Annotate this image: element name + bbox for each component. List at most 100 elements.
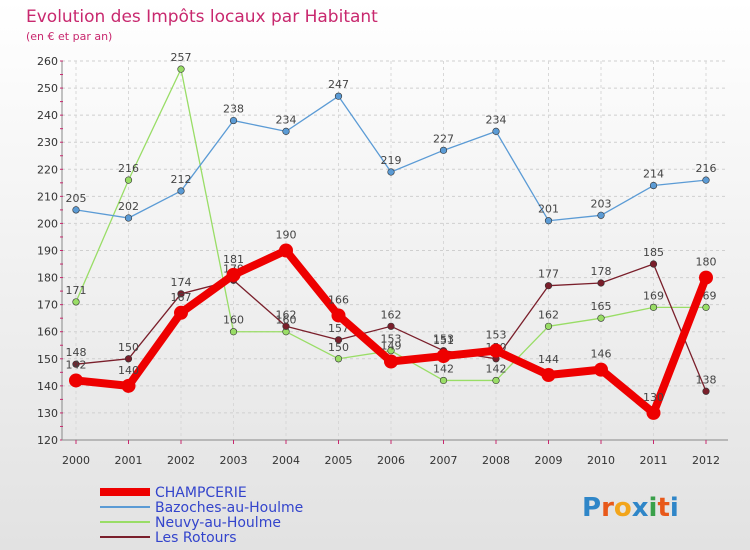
data-point bbox=[544, 322, 553, 330]
data-point bbox=[489, 343, 503, 358]
y-tick-label: 260 bbox=[37, 55, 58, 68]
data-label: 153 bbox=[433, 333, 454, 346]
legend-label: Les Rotours bbox=[155, 530, 237, 546]
data-point bbox=[702, 176, 710, 184]
y-tick-label: 240 bbox=[37, 109, 58, 122]
data-point bbox=[124, 214, 133, 222]
data-label: 216 bbox=[118, 162, 139, 175]
data-label: 190 bbox=[276, 229, 297, 242]
data-label: 202 bbox=[118, 200, 139, 213]
x-tick-label: 2009 bbox=[535, 454, 563, 467]
data-label: 214 bbox=[643, 168, 664, 181]
x-tick-label: 2003 bbox=[220, 454, 248, 467]
data-label: 234 bbox=[486, 113, 507, 126]
data-point bbox=[72, 298, 80, 306]
data-point bbox=[436, 349, 451, 364]
data-point bbox=[331, 308, 346, 323]
data-label: 201 bbox=[538, 203, 559, 216]
data-point bbox=[177, 187, 185, 195]
data-point bbox=[544, 282, 553, 290]
data-label: 181 bbox=[223, 253, 244, 266]
data-label: 151 bbox=[433, 334, 454, 347]
data-label: 142 bbox=[486, 362, 507, 375]
logo-letter: i bbox=[649, 493, 658, 523]
x-tick-label: 2008 bbox=[482, 454, 510, 467]
data-label: 160 bbox=[276, 314, 297, 327]
data-label: 205 bbox=[66, 192, 87, 205]
data-label: 160 bbox=[223, 314, 244, 327]
plot-area: 120 130 140 150 160 170 180 190 200 210 220 230 240 2… bbox=[37, 51, 728, 467]
data-point bbox=[177, 65, 185, 73]
data-point bbox=[702, 387, 710, 395]
y-tick-label: 140 bbox=[37, 380, 58, 393]
data-label: 238 bbox=[223, 103, 244, 116]
data-label: 146 bbox=[591, 348, 612, 361]
data-label: 142 bbox=[66, 358, 87, 371]
data-label: 150 bbox=[118, 341, 139, 354]
data-point bbox=[597, 211, 605, 219]
y-tick-label: 210 bbox=[37, 190, 58, 203]
y-tick-label: 160 bbox=[37, 326, 58, 339]
data-label: 247 bbox=[328, 78, 349, 91]
data-label: 138 bbox=[696, 373, 717, 386]
data-point bbox=[699, 270, 713, 285]
data-point bbox=[177, 290, 185, 298]
data-point bbox=[649, 181, 658, 190]
data-label: 177 bbox=[538, 268, 559, 281]
x-tick-label: 2002 bbox=[167, 454, 195, 467]
y-tick-label: 230 bbox=[37, 136, 58, 149]
data-point bbox=[387, 322, 395, 330]
data-point bbox=[646, 405, 661, 420]
data-label: 153 bbox=[381, 333, 402, 346]
data-point bbox=[387, 347, 395, 355]
data-label: 148 bbox=[66, 346, 87, 359]
chart-subtitle: (en € et par an) bbox=[26, 30, 112, 43]
data-label: 169 bbox=[643, 289, 664, 302]
data-label: 171 bbox=[66, 284, 87, 297]
data-point bbox=[174, 305, 188, 320]
y-tick-label: 130 bbox=[37, 407, 58, 420]
y-tick-label: 190 bbox=[37, 245, 58, 258]
logo-letter: P bbox=[582, 493, 601, 523]
x-tick-label: 2004 bbox=[272, 454, 300, 467]
data-label: 142 bbox=[433, 362, 454, 375]
data-label: 219 bbox=[381, 154, 402, 167]
data-point bbox=[72, 360, 80, 368]
data-point bbox=[439, 146, 448, 154]
logo-letter: t bbox=[657, 493, 669, 523]
data-point bbox=[72, 206, 80, 214]
y-tick-label: 120 bbox=[37, 434, 58, 447]
logo-text: Proxiti bbox=[582, 493, 679, 523]
data-label: 140 bbox=[118, 364, 139, 377]
y-tick-label: 250 bbox=[37, 82, 58, 95]
data-label: 174 bbox=[171, 276, 192, 289]
data-point bbox=[594, 362, 608, 377]
logo-letter: r bbox=[601, 493, 614, 523]
data-label: 150 bbox=[328, 341, 349, 354]
data-label: 203 bbox=[591, 197, 612, 210]
y-tick-label: 150 bbox=[37, 353, 58, 366]
data-point bbox=[387, 168, 395, 176]
data-label: 167 bbox=[171, 291, 192, 304]
logo-letter: x bbox=[632, 493, 649, 523]
data-label: 166 bbox=[328, 293, 349, 306]
data-point bbox=[597, 314, 605, 322]
legend-label: Neuvy-au-Houlme bbox=[155, 515, 281, 531]
data-label: 130 bbox=[643, 391, 664, 404]
data-label: 162 bbox=[381, 308, 402, 321]
data-label: 162 bbox=[276, 308, 297, 321]
data-label: 212 bbox=[171, 173, 192, 186]
data-point bbox=[226, 267, 241, 282]
x-tick-label: 2006 bbox=[377, 454, 405, 467]
series-les-rotours: 148150174179162157162153150177178185138 bbox=[66, 246, 717, 395]
data-label: 234 bbox=[276, 113, 297, 126]
data-label: 216 bbox=[696, 162, 717, 175]
data-point bbox=[649, 303, 658, 311]
logo-letter: i bbox=[670, 493, 679, 523]
data-point bbox=[702, 303, 710, 311]
x-tick-label: 2011 bbox=[640, 454, 668, 467]
data-label: 144 bbox=[538, 353, 559, 366]
data-point bbox=[597, 279, 605, 287]
x-tick-label: 2007 bbox=[430, 454, 458, 467]
